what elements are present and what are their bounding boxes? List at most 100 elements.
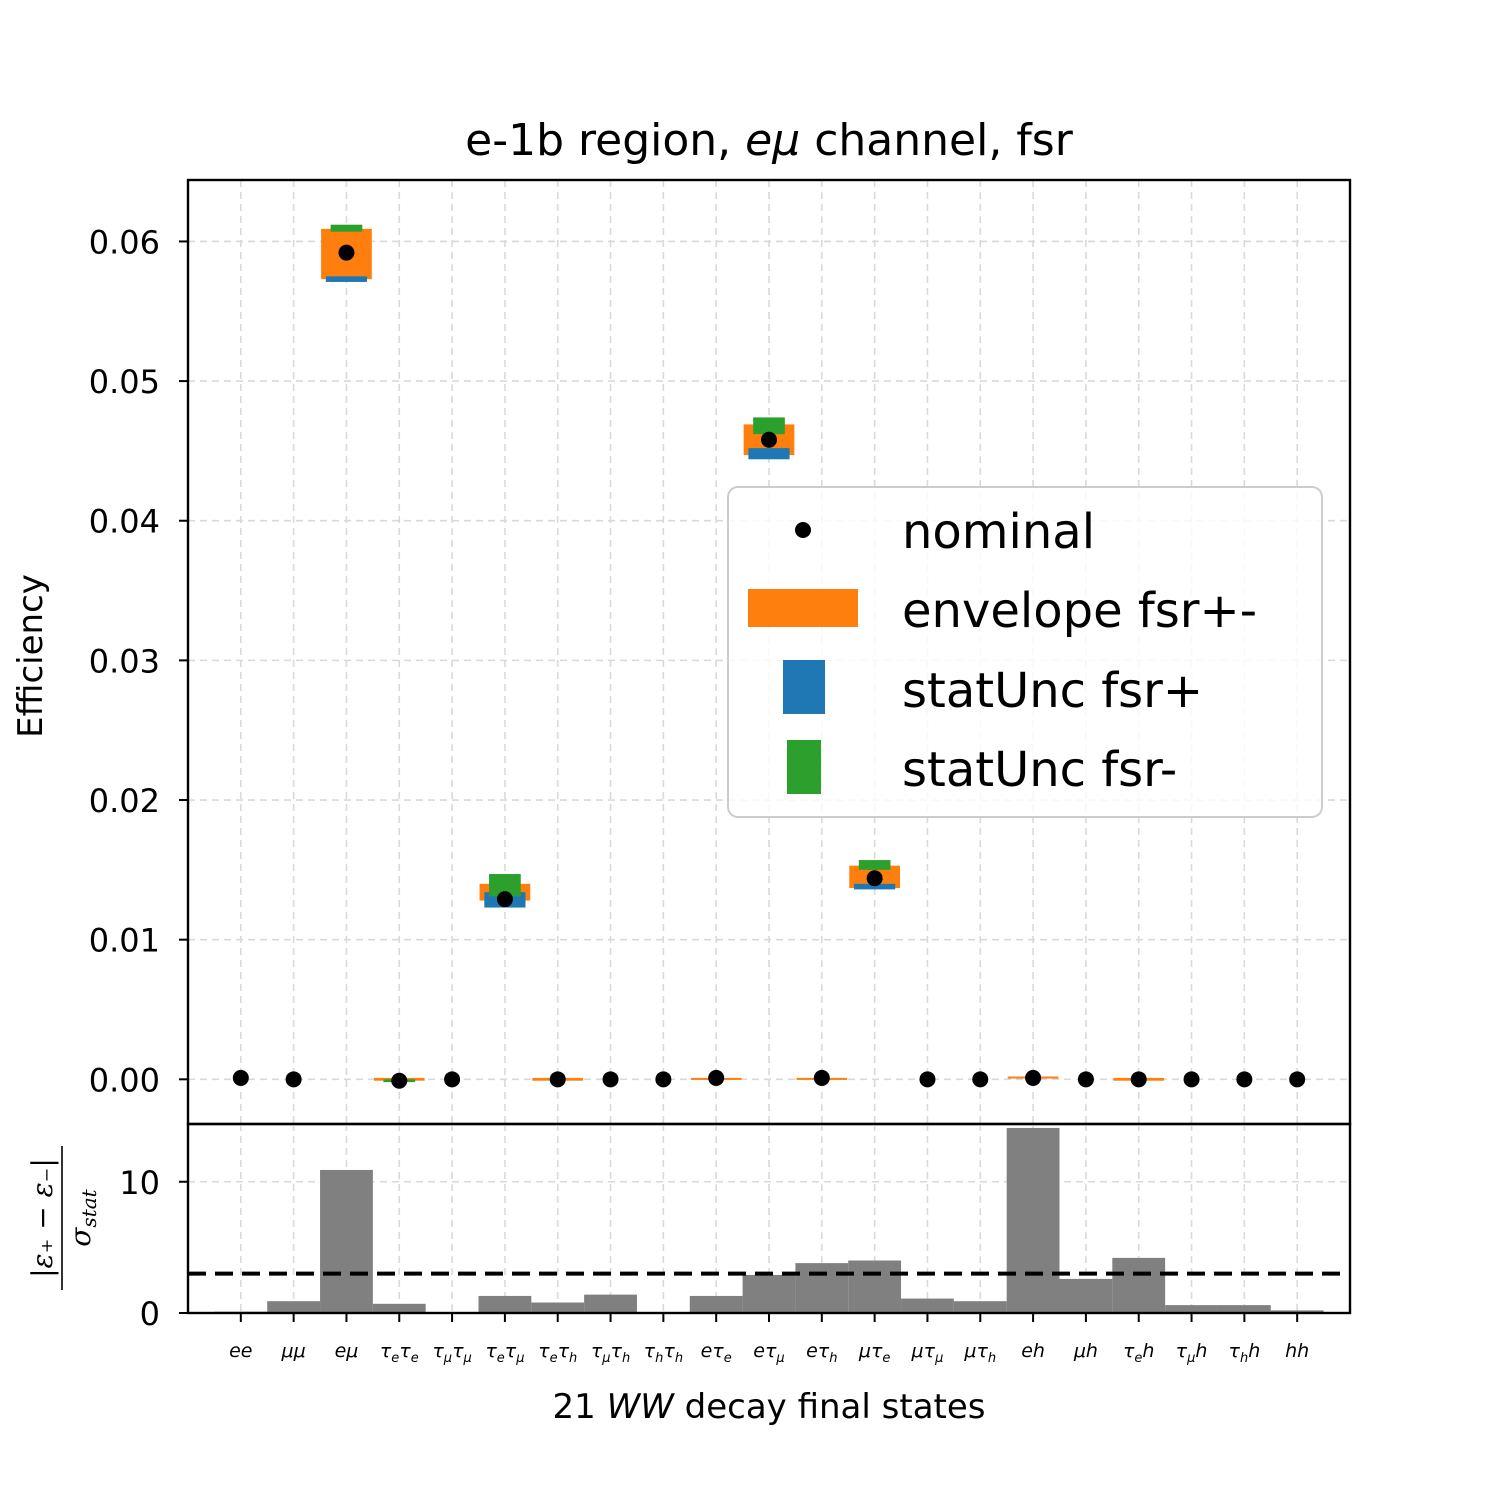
title-part-1: eμ — [745, 115, 800, 166]
ratio-y-ticks: 0 10 — [119, 1164, 188, 1333]
x-category-labels: ee μμ eμ τeτe τμτμ τeτμ τeτh τμτh τhτh eτe eτμ eτh μ… — [229, 1313, 1309, 1366]
nominal-point — [549, 1071, 566, 1088]
title-part-2: channel, fsr — [800, 115, 1073, 166]
nominal-point — [972, 1071, 989, 1088]
ratio-label-numerator: |ε₊ − ε₋| — [26, 1158, 59, 1278]
ratio-bar — [267, 1301, 321, 1313]
nominal-point — [1236, 1071, 1253, 1088]
x-category-label: eτh — [806, 1340, 837, 1366]
legend-statunc-plus-swatch — [783, 660, 825, 714]
x-category-label: τμh — [1176, 1340, 1208, 1366]
y-tick-label: 0.06 — [89, 223, 160, 261]
x-category-label: τeτμ — [485, 1340, 524, 1366]
legend-statunc-minus-swatch — [787, 740, 821, 794]
x-label-part-0: 21 — [553, 1387, 607, 1427]
x-category-label: τeτe — [380, 1340, 419, 1366]
legend: nominal envelope fsr+- statUnc fsr+ stat… — [727, 486, 1323, 818]
statunc-minus-band — [753, 417, 785, 435]
ratio-bar — [584, 1294, 637, 1313]
ratio-bar — [795, 1263, 849, 1313]
statunc-plus-band — [854, 883, 896, 890]
title-part-0: e-1b region, — [465, 115, 745, 166]
x-category-label: τeτh — [538, 1340, 577, 1366]
ratio-y-axis-label: |ε₊ − ε₋| σstat — [26, 1146, 101, 1290]
statunc-plus-band — [325, 276, 368, 282]
legend-box — [727, 486, 1323, 818]
ratio-bar — [742, 1274, 796, 1313]
ratio-bar — [953, 1301, 1007, 1313]
chart-title: e-1b region, eμ channel, fsr — [465, 115, 1074, 166]
legend-nominal-marker — [795, 522, 811, 538]
ratio-bar — [1270, 1310, 1324, 1313]
nominal-point — [285, 1071, 302, 1088]
ratio-bar — [320, 1169, 373, 1313]
ratio-bar — [531, 1302, 585, 1313]
ratio-y-tick-label: 0 — [140, 1295, 160, 1333]
statunc-minus-band — [330, 224, 363, 232]
statunc-minus-band — [858, 860, 891, 870]
nominal-point — [338, 244, 355, 261]
x-category-label: τeh — [1123, 1340, 1155, 1366]
legend-envelope-swatch — [748, 589, 858, 627]
nominal-point — [919, 1071, 936, 1088]
x-category-label: τμτh — [591, 1340, 630, 1366]
legend-envelope-label: envelope fsr+- — [902, 583, 1257, 639]
nominal-point — [602, 1071, 619, 1088]
nominal-point — [708, 1069, 725, 1086]
ratio-bar — [848, 1260, 902, 1313]
nominal-point — [761, 431, 777, 448]
nominal-point — [813, 1069, 830, 1086]
ratio-bars — [214, 1127, 1324, 1314]
statunc-minus-band — [489, 874, 521, 897]
x-category-label: μh — [1073, 1340, 1098, 1362]
x-label-part-2: decay final states — [674, 1387, 986, 1427]
x-category-label: eμ — [335, 1340, 359, 1362]
x-category-label: μμ — [281, 1340, 306, 1362]
ratio-label-denominator: σstat — [64, 1188, 101, 1246]
nominal-point — [1183, 1071, 1200, 1088]
legend-statunc-minus-label: statUnc fsr- — [902, 742, 1177, 798]
x-category-label: eh — [1021, 1340, 1045, 1362]
x-label-part-1: WW — [607, 1387, 676, 1427]
y-tick-label: 0.05 — [89, 363, 160, 401]
nominal-point — [1289, 1071, 1306, 1088]
ratio-bar — [1006, 1127, 1060, 1313]
ratio-y-tick-label: 10 — [119, 1164, 160, 1202]
x-category-label: eτe — [701, 1340, 732, 1366]
main-marks — [232, 224, 1306, 1089]
ratio-bar — [901, 1298, 954, 1313]
x-category-label: τhh — [1228, 1340, 1260, 1366]
x-category-label: τμτμ — [432, 1340, 471, 1366]
nominal-point — [1130, 1071, 1147, 1088]
nominal-point — [496, 891, 513, 908]
x-category-label: μτμ — [911, 1340, 944, 1366]
ratio-bar — [689, 1295, 743, 1313]
nominal-point — [866, 870, 883, 887]
ratio-bar — [1217, 1305, 1271, 1313]
nominal-point — [232, 1069, 249, 1086]
x-category-label: hh — [1285, 1340, 1309, 1362]
nominal-point — [444, 1071, 461, 1088]
y-axis-label: Efficiency — [11, 574, 51, 738]
nominal-point — [655, 1071, 672, 1088]
main-y-ticks: 0.00 0.01 0.02 0.03 0.04 0.05 0.06 — [89, 223, 188, 1099]
ratio-bar — [372, 1303, 426, 1313]
legend-nominal-label: nominal — [902, 504, 1095, 560]
x-category-label: τhτh — [644, 1340, 683, 1366]
x-axis-label: 21 WW decay final states — [553, 1387, 986, 1427]
x-category-label: eτμ — [753, 1340, 784, 1366]
y-tick-label: 0.03 — [89, 642, 160, 680]
ratio-bar — [1165, 1305, 1218, 1313]
y-tick-label: 0.02 — [89, 782, 160, 820]
legend-statunc-plus-label: statUnc fsr+ — [902, 663, 1203, 719]
x-category-label: ee — [229, 1340, 252, 1362]
y-tick-label: 0.00 — [89, 1061, 160, 1099]
ratio-bar — [1112, 1257, 1166, 1313]
y-tick-label: 0.04 — [89, 503, 160, 541]
statunc-plus-band — [748, 448, 790, 460]
ratio-bar — [1059, 1278, 1113, 1313]
x-category-label: μτh — [963, 1340, 996, 1366]
x-category-label: μτe — [858, 1340, 891, 1366]
y-tick-label: 0.01 — [89, 922, 160, 960]
